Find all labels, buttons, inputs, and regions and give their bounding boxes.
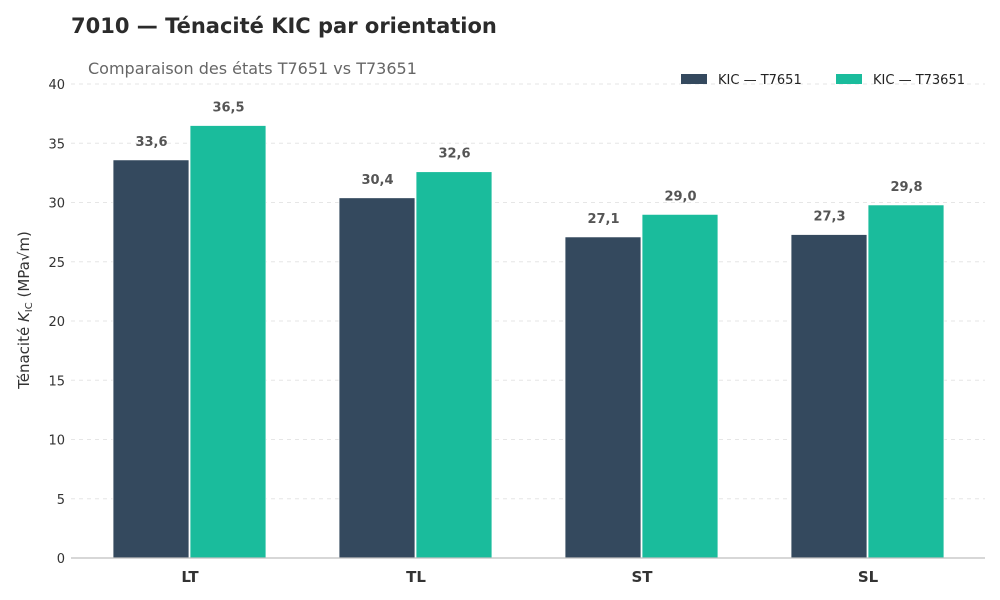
legend-label-series-2: KIC — T73651 <box>873 73 965 88</box>
bar-value-label: 29,8 <box>890 180 922 195</box>
y-tick-label: 30 <box>48 197 65 212</box>
chart-subtitle: Comparaison des états T7651 vs T73651 <box>88 59 417 78</box>
y-tick-label: 40 <box>48 78 65 93</box>
y-axis-label: Ténacité KIC (MPa√m) <box>15 231 35 390</box>
y-axis-label-subscript: IC <box>24 302 35 312</box>
legend-swatch-series-1 <box>681 74 707 84</box>
y-tick-label: 15 <box>48 374 65 389</box>
bar-value-label: 36,5 <box>212 100 244 115</box>
y-axis-label-suffix: (MPa√m) <box>15 231 33 302</box>
bar-tl-series-2 <box>415 171 493 559</box>
legend-label-series-1: KIC — T7651 <box>718 73 802 88</box>
x-tick-label-lt: LT <box>181 568 199 586</box>
x-tick-label-sl: SL <box>858 568 879 586</box>
bar-tl-series-1 <box>338 197 416 559</box>
y-axis-ticks: 0 5 10 15 20 25 30 35 40 <box>48 78 65 567</box>
y-tick-label: 35 <box>48 137 65 152</box>
chart-title: 7010 — Ténacité KIC par orientation <box>71 14 497 38</box>
bar-value-label: 33,6 <box>135 135 167 150</box>
bar-sl-series-1 <box>790 234 868 559</box>
bar-st-series-1 <box>564 236 642 559</box>
bars <box>112 125 945 559</box>
bar-value-labels: 33,6 36,5 30,4 32,6 27,1 29,0 27,3 29,8 <box>135 100 922 226</box>
bar-sl-series-2 <box>867 204 945 559</box>
y-tick-label: 0 <box>57 552 65 567</box>
y-tick-label: 10 <box>48 434 65 449</box>
x-tick-label-tl: TL <box>406 568 426 586</box>
y-tick-label: 20 <box>48 315 65 330</box>
y-tick-label: 5 <box>57 493 65 508</box>
bar-lt-series-2 <box>189 125 267 559</box>
x-axis-ticks: LT TL ST SL <box>181 568 878 586</box>
bar-lt-series-1 <box>112 159 190 559</box>
y-tick-label: 25 <box>48 256 65 271</box>
legend: KIC — T7651 KIC — T73651 <box>681 73 965 88</box>
bar-value-label: 27,1 <box>587 212 619 227</box>
bar-st-series-2 <box>641 213 719 559</box>
y-axis-label-prefix: Ténacité <box>15 322 33 390</box>
bar-value-label: 30,4 <box>361 173 393 188</box>
y-axis-label-symbol: K <box>15 311 33 322</box>
legend-swatch-series-2 <box>836 74 862 84</box>
bar-value-label: 29,0 <box>664 189 696 204</box>
bar-value-label: 27,3 <box>813 209 845 224</box>
x-tick-label-st: ST <box>631 568 653 586</box>
bar-value-label: 32,6 <box>438 147 470 162</box>
